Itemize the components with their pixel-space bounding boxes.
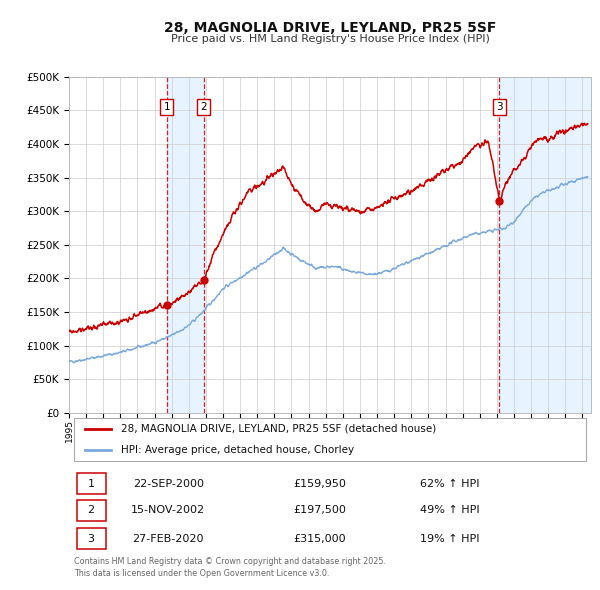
Text: 28, MAGNOLIA DRIVE, LEYLAND, PR25 5SF (detached house): 28, MAGNOLIA DRIVE, LEYLAND, PR25 5SF (d… <box>121 424 436 434</box>
Text: 22-SEP-2000: 22-SEP-2000 <box>133 479 203 489</box>
Text: 19% ↑ HPI: 19% ↑ HPI <box>421 534 480 543</box>
FancyBboxPatch shape <box>77 473 106 494</box>
Text: 2: 2 <box>200 102 207 112</box>
FancyBboxPatch shape <box>77 500 106 521</box>
Text: 1: 1 <box>88 479 95 489</box>
Text: Contains HM Land Registry data © Crown copyright and database right 2025.
This d: Contains HM Land Registry data © Crown c… <box>74 557 386 578</box>
Bar <box>167 77 203 413</box>
FancyBboxPatch shape <box>74 418 586 461</box>
Text: Price paid vs. HM Land Registry's House Price Index (HPI): Price paid vs. HM Land Registry's House … <box>170 34 490 44</box>
Text: 28, MAGNOLIA DRIVE, LEYLAND, PR25 5SF: 28, MAGNOLIA DRIVE, LEYLAND, PR25 5SF <box>164 21 496 35</box>
Bar <box>499 77 591 413</box>
Text: 1: 1 <box>164 102 170 112</box>
Text: £315,000: £315,000 <box>293 534 346 543</box>
Text: 2: 2 <box>88 506 95 515</box>
Text: £159,950: £159,950 <box>293 479 346 489</box>
Text: HPI: Average price, detached house, Chorley: HPI: Average price, detached house, Chor… <box>121 445 355 455</box>
Text: 27-FEB-2020: 27-FEB-2020 <box>133 534 204 543</box>
Text: 49% ↑ HPI: 49% ↑ HPI <box>420 506 480 515</box>
Text: 62% ↑ HPI: 62% ↑ HPI <box>421 479 480 489</box>
FancyBboxPatch shape <box>77 528 106 549</box>
Text: 15-NOV-2002: 15-NOV-2002 <box>131 506 205 515</box>
Text: 3: 3 <box>496 102 503 112</box>
Text: £197,500: £197,500 <box>293 506 346 515</box>
Text: 3: 3 <box>88 534 95 543</box>
